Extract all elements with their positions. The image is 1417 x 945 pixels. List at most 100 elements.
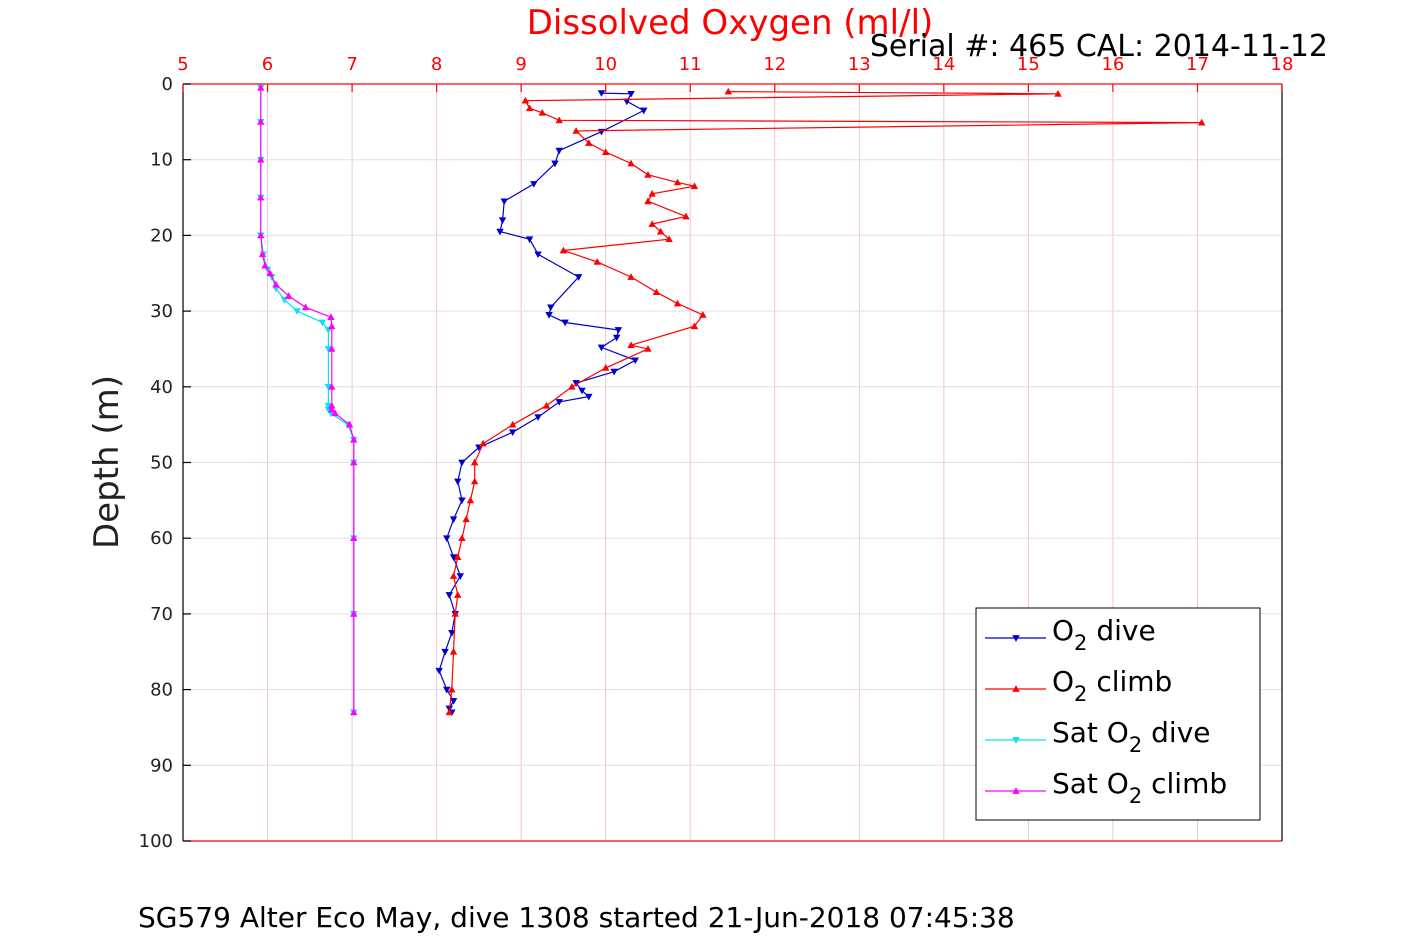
x-tick-label: 11: [679, 54, 702, 75]
data-point: [331, 409, 339, 417]
data-point: [327, 313, 335, 321]
data-point: [648, 189, 656, 197]
y-tick-label: 0: [162, 74, 173, 95]
y-tick-label: 80: [150, 680, 173, 701]
data-point: [454, 591, 462, 598]
y-tick-label: 50: [150, 453, 173, 474]
legend-entry: O2 dive: [985, 614, 1156, 655]
data-point: [644, 345, 652, 352]
data-point: [578, 387, 586, 395]
data-point: [449, 572, 458, 579]
legend-label: Sat O2 dive: [1052, 716, 1210, 757]
data-point: [568, 382, 576, 390]
y-tick-label: 10: [150, 150, 173, 171]
data-point: [350, 534, 358, 542]
data-point: [454, 478, 462, 486]
chart-subtitle: Serial #: 465 CAL: 2014-11-12: [870, 29, 1328, 64]
data-point: [257, 118, 265, 125]
data-point: [574, 274, 583, 281]
y-tick-label: 40: [150, 377, 173, 398]
data-point: [673, 178, 682, 186]
data-point: [534, 414, 542, 421]
y-tick-label: 90: [150, 755, 173, 776]
x-tick-label: 5: [177, 54, 188, 75]
data-point: [500, 198, 508, 206]
data-point: [454, 553, 462, 560]
data-point: [724, 87, 732, 95]
data-point: [257, 193, 265, 201]
data-point: [652, 288, 661, 296]
data-point: [627, 159, 635, 167]
data-point: [257, 83, 265, 91]
data-point: [443, 535, 451, 543]
data-point: [479, 439, 487, 447]
data-point: [261, 261, 269, 269]
data-point: [525, 236, 534, 244]
data-point: [435, 667, 443, 675]
y-tick-label: 100: [139, 831, 173, 852]
legend-swatch-marker: [1012, 635, 1020, 642]
x-tick-label: 9: [515, 54, 526, 75]
data-point: [690, 182, 699, 190]
data-point: [328, 405, 336, 413]
data-point: [682, 212, 690, 220]
data-point: [585, 393, 593, 401]
data-point: [328, 322, 336, 330]
data-point: [448, 685, 456, 693]
data-point: [530, 181, 538, 188]
data-point: [640, 107, 648, 115]
data-point: [466, 496, 475, 504]
data-point: [266, 269, 274, 277]
legend-label: O2 climb: [1052, 665, 1172, 706]
data-point: [601, 364, 610, 371]
data-point: [470, 458, 479, 466]
data-point: [601, 148, 610, 155]
data-point: [508, 429, 517, 437]
data-point: [627, 273, 635, 280]
data-point: [350, 610, 358, 617]
data-point: [1054, 90, 1062, 97]
x-tick-label: 13: [848, 54, 871, 75]
legend: O2 dive O2 climb Sat O2 dive Sat O2 climb: [975, 607, 1261, 821]
legend-swatch-marker: [1012, 787, 1020, 794]
legend-box: [975, 607, 1261, 821]
data-point: [665, 235, 673, 243]
data-point: [699, 311, 707, 318]
data-point: [284, 292, 293, 299]
data-point: [462, 515, 470, 523]
chart-footer: SG579 Alter Eco May, dive 1308 started 2…: [138, 901, 1015, 934]
data-point: [293, 308, 301, 315]
legend-swatch-marker: [1012, 737, 1020, 744]
data-point: [449, 698, 458, 705]
y-tick-label: 60: [150, 528, 173, 549]
data-point: [572, 127, 580, 134]
series-line: [260, 87, 355, 713]
data-point: [508, 420, 517, 428]
x-tick-label: 18: [1271, 54, 1294, 75]
data-point: [328, 345, 336, 352]
legend-label: O2 dive: [1052, 614, 1156, 655]
data-point: [561, 319, 569, 327]
data-point: [458, 459, 466, 467]
data-point: [451, 610, 459, 617]
data-point: [328, 382, 336, 390]
data-point: [627, 90, 635, 98]
data-point: [521, 96, 530, 104]
data-point: [673, 299, 682, 307]
x-tick-label: 12: [763, 54, 786, 75]
data-point: [441, 648, 449, 656]
data-point: [448, 629, 456, 637]
series-sat-o2-climb: [257, 83, 358, 716]
data-point: [612, 334, 621, 342]
data-point: [272, 280, 280, 288]
data-point: [498, 217, 507, 225]
data-point: [449, 554, 458, 561]
chart-title: Dissolved Oxygen (ml/l): [527, 3, 934, 43]
data-point: [257, 155, 265, 163]
data-point: [597, 90, 606, 97]
data-point: [547, 304, 555, 312]
data-point: [258, 250, 267, 258]
data-point: [555, 116, 563, 124]
data-point: [470, 477, 479, 485]
